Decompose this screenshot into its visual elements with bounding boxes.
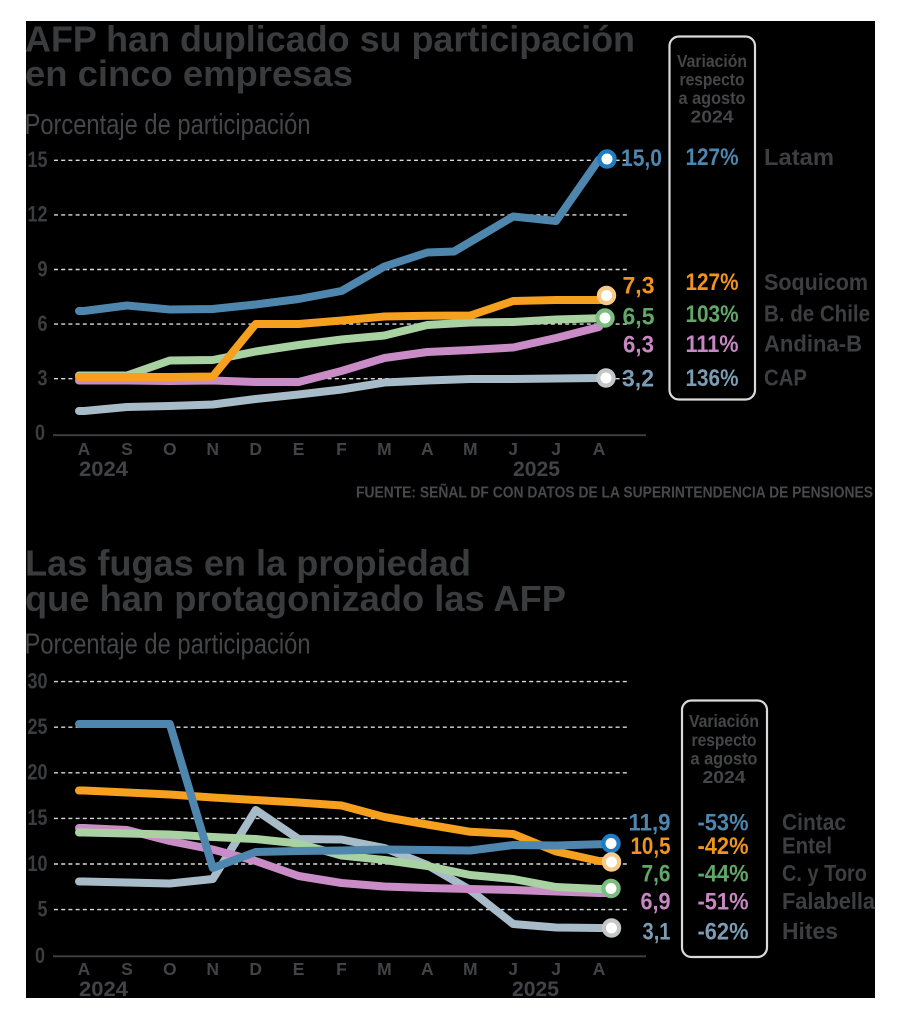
svg-text:127%: 127% <box>686 269 739 296</box>
svg-text:111%: 111% <box>686 331 739 358</box>
svg-text:F: F <box>336 959 347 979</box>
svg-text:S: S <box>121 959 133 979</box>
svg-text:25: 25 <box>28 714 48 739</box>
svg-text:-42%: -42% <box>698 833 749 860</box>
svg-text:D: D <box>249 439 262 459</box>
svg-text:M: M <box>463 439 478 459</box>
svg-text:9: 9 <box>38 256 48 281</box>
svg-text:0: 0 <box>35 420 45 445</box>
svg-text:D: D <box>249 959 262 979</box>
svg-text:O: O <box>163 959 177 979</box>
svg-text:Variación: Variación <box>677 51 747 71</box>
svg-text:O: O <box>163 439 177 459</box>
svg-text:S: S <box>121 439 133 459</box>
svg-text:-44%: -44% <box>698 861 749 888</box>
svg-text:Cintac: Cintac <box>782 809 846 835</box>
svg-text:2024: 2024 <box>79 458 128 481</box>
svg-text:N: N <box>206 439 219 459</box>
svg-text:Latam: Latam <box>764 144 834 170</box>
svg-text:C. y Toro: C. y Toro <box>782 860 867 886</box>
svg-text:A: A <box>593 439 606 459</box>
svg-text:F: F <box>336 439 347 459</box>
svg-text:Variación: Variación <box>689 711 759 731</box>
svg-text:15: 15 <box>28 147 48 172</box>
svg-text:7,3: 7,3 <box>623 273 655 300</box>
svg-text:11,9: 11,9 <box>629 810 671 837</box>
svg-text:-62%: -62% <box>698 919 749 946</box>
svg-text:respecto: respecto <box>680 69 745 89</box>
svg-text:10: 10 <box>28 851 48 876</box>
svg-text:CAP: CAP <box>764 365 807 391</box>
svg-text:J: J <box>508 439 518 459</box>
svg-text:FUENTE: SEÑAL DF CON DATOS DE: FUENTE: SEÑAL DF CON DATOS DE LA SUPERIN… <box>356 482 873 502</box>
svg-text:AFP han duplicado su participa: AFP han duplicado su participación <box>25 19 635 60</box>
svg-text:M: M <box>463 959 478 979</box>
svg-text:Entel: Entel <box>782 833 832 859</box>
svg-text:a agosto: a agosto <box>679 88 746 108</box>
svg-text:A: A <box>593 959 606 979</box>
svg-text:12: 12 <box>28 202 48 227</box>
svg-text:Falabella: Falabella <box>782 888 875 914</box>
svg-text:A: A <box>78 959 91 979</box>
svg-text:5: 5 <box>38 896 48 921</box>
svg-text:M: M <box>377 959 392 979</box>
svg-text:A: A <box>421 439 434 459</box>
svg-text:Hites: Hites <box>782 918 838 944</box>
svg-text:127%: 127% <box>686 144 739 171</box>
svg-text:2025: 2025 <box>513 458 560 481</box>
svg-text:a agosto: a agosto <box>691 748 758 768</box>
svg-text:Porcentaje de participación: Porcentaje de participación <box>25 109 311 141</box>
svg-text:6,5: 6,5 <box>623 304 655 331</box>
svg-text:Andina-B: Andina-B <box>764 331 862 357</box>
svg-text:6,3: 6,3 <box>623 332 654 359</box>
svg-text:A: A <box>78 439 91 459</box>
svg-text:30: 30 <box>28 668 48 693</box>
svg-text:0: 0 <box>35 943 45 968</box>
svg-text:J: J <box>551 959 561 979</box>
svg-text:2024: 2024 <box>703 767 746 787</box>
svg-text:6: 6 <box>38 311 48 336</box>
svg-text:J: J <box>551 439 561 459</box>
svg-text:B. de Chile: B. de Chile <box>764 301 870 327</box>
svg-text:N: N <box>206 959 219 979</box>
svg-text:respecto: respecto <box>692 730 757 750</box>
svg-text:3: 3 <box>38 366 48 391</box>
svg-text:7,6: 7,6 <box>642 861 671 888</box>
svg-text:J: J <box>508 959 518 979</box>
svg-text:3,1: 3,1 <box>643 919 671 946</box>
svg-text:20: 20 <box>28 760 48 785</box>
svg-text:2025: 2025 <box>512 978 559 1001</box>
svg-text:2024: 2024 <box>691 107 734 127</box>
svg-text:10,5: 10,5 <box>631 833 671 860</box>
svg-text:-53%: -53% <box>698 810 749 837</box>
svg-text:E: E <box>293 439 305 459</box>
svg-text:-51%: -51% <box>698 889 749 916</box>
svg-text:Soquicom: Soquicom <box>764 269 868 295</box>
svg-text:15: 15 <box>28 805 48 830</box>
svg-text:en cinco empresas: en cinco empresas <box>25 53 353 94</box>
svg-text:15,0: 15,0 <box>621 145 662 172</box>
svg-text:Las fugas en la propiedad: Las fugas en la propiedad <box>25 543 471 584</box>
svg-text:6,9: 6,9 <box>641 889 671 916</box>
svg-text:E: E <box>293 959 305 979</box>
svg-text:136%: 136% <box>686 365 739 392</box>
svg-text:3,2: 3,2 <box>622 366 654 393</box>
svg-text:que han protagonizado las AFP: que han protagonizado las AFP <box>25 578 566 619</box>
svg-text:103%: 103% <box>686 301 739 328</box>
svg-text:A: A <box>421 959 434 979</box>
svg-text:M: M <box>377 439 392 459</box>
svg-text:Porcentaje de participación: Porcentaje de participación <box>25 629 311 661</box>
svg-text:2024: 2024 <box>79 978 128 1001</box>
